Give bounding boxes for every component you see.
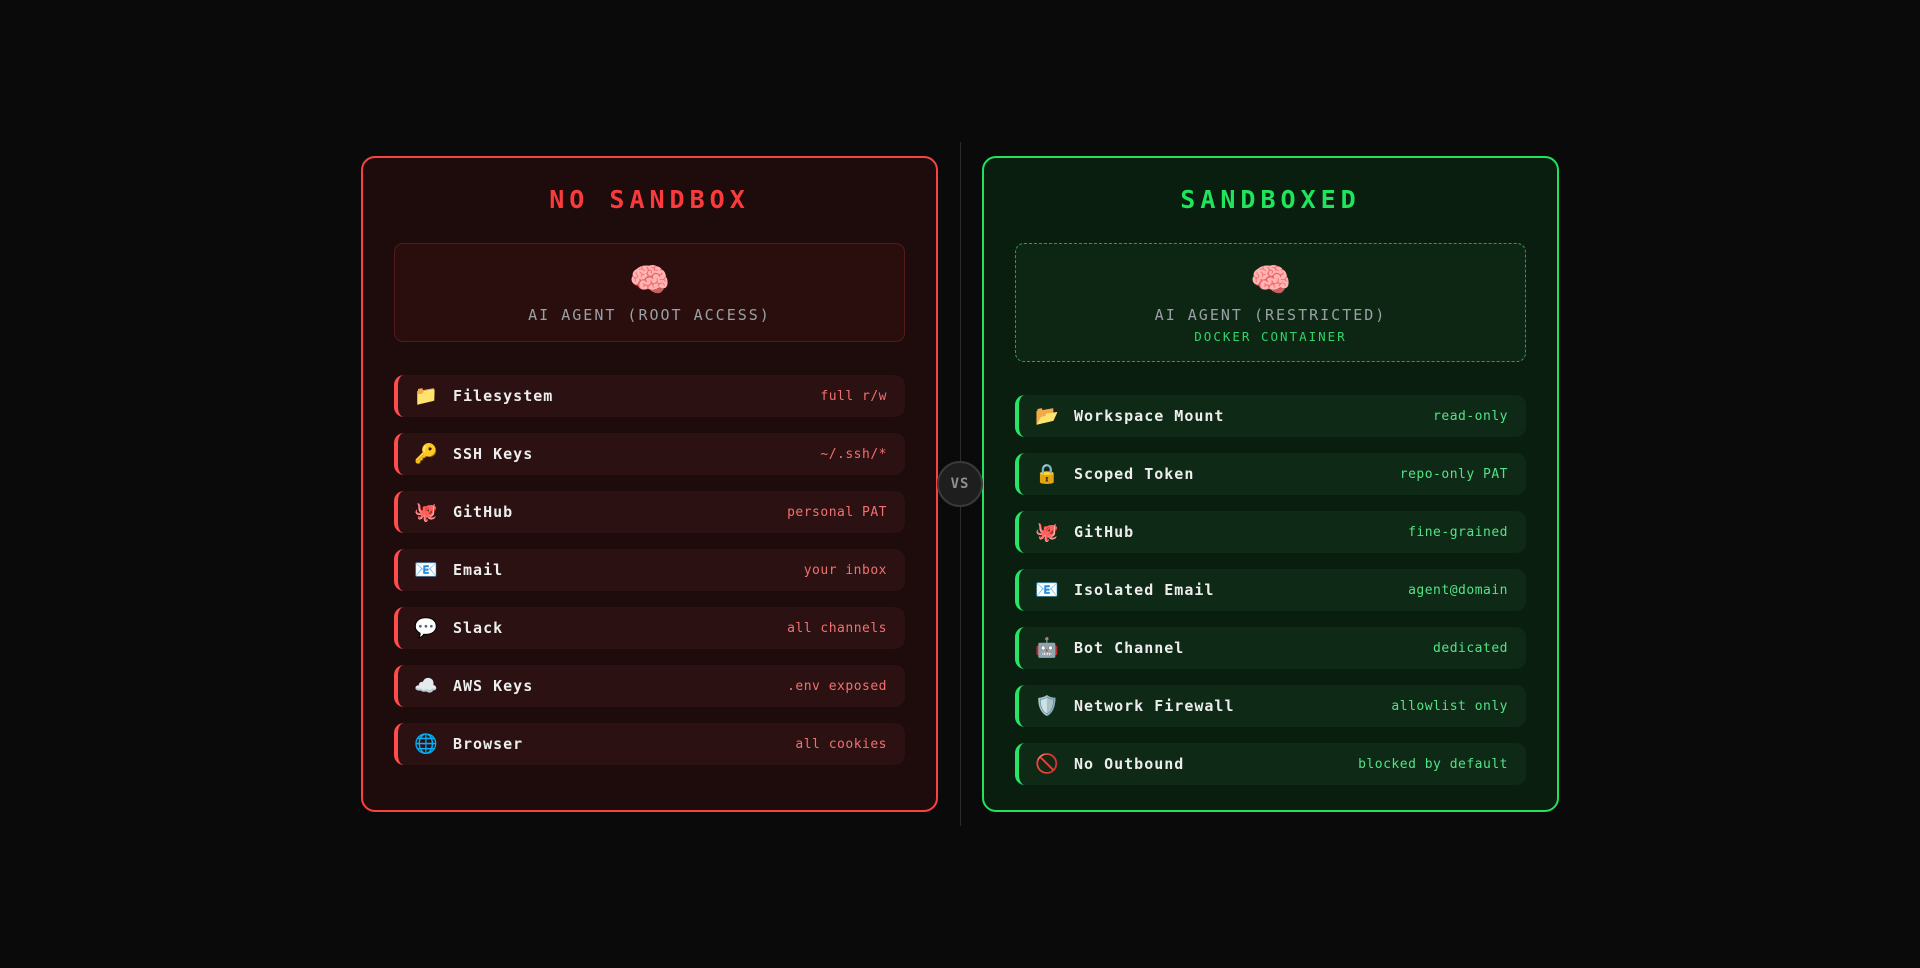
row-label: GitHub	[1074, 523, 1135, 541]
row-value: allowlist only	[1391, 698, 1508, 714]
row-label: Workspace Mount	[1074, 407, 1225, 425]
row-value: ~/.ssh/*	[820, 446, 887, 462]
cloud-icon: ☁️	[414, 674, 438, 697]
octopus-icon: 🐙	[1035, 520, 1059, 543]
row-label: Scoped Token	[1074, 465, 1195, 483]
email-icon: 📧	[1035, 578, 1059, 601]
row-value: fine-grained	[1408, 524, 1508, 540]
access-row-workspace-mount: 📂 Workspace Mount read-only	[1015, 395, 1526, 437]
access-row-browser: 🌐 Browser all cookies	[394, 723, 905, 765]
comparison-stage: NO SANDBOX 🧠 AI AGENT (ROOT ACCESS) 📁 Fi…	[361, 142, 1559, 826]
docker-container-sublabel: DOCKER CONTAINER	[1194, 329, 1347, 344]
brain-icon: 🧠	[1249, 260, 1292, 299]
row-label: Email	[453, 561, 504, 579]
row-value: dedicated	[1433, 640, 1508, 656]
row-value: all cookies	[795, 736, 887, 752]
row-label: Browser	[453, 735, 524, 753]
folder-icon: 📁	[414, 384, 438, 407]
row-label: SSH Keys	[453, 445, 534, 463]
row-value: personal PAT	[787, 504, 887, 520]
row-label: Network Firewall	[1074, 697, 1235, 715]
row-label: AWS Keys	[453, 677, 534, 695]
row-value: read-only	[1433, 408, 1508, 424]
row-label: No Outbound	[1074, 755, 1185, 773]
access-row-slack: 💬 Slack all channels	[394, 607, 905, 649]
key-icon: 🔑	[414, 442, 438, 465]
speech-balloon-icon: 💬	[414, 616, 438, 639]
access-row-isolated-email: 📧 Isolated Email agent@domain	[1015, 569, 1526, 611]
panel-sandboxed: SANDBOXED 🧠 AI AGENT (RESTRICTED) DOCKER…	[982, 156, 1559, 812]
row-label: Filesystem	[453, 387, 554, 405]
panel-title-sandboxed: SANDBOXED	[1180, 185, 1361, 214]
row-value: blocked by default	[1358, 756, 1508, 772]
row-value: agent@domain	[1408, 582, 1508, 598]
panel-no-sandbox: NO SANDBOX 🧠 AI AGENT (ROOT ACCESS) 📁 Fi…	[361, 156, 938, 812]
vs-badge: VS	[937, 461, 983, 507]
agent-card-root: 🧠 AI AGENT (ROOT ACCESS)	[394, 243, 905, 342]
prohibited-icon: 🚫	[1035, 752, 1059, 775]
access-list-sandboxed: 📂 Workspace Mount read-only 🔒 Scoped Tok…	[1015, 395, 1526, 785]
robot-icon: 🤖	[1035, 636, 1059, 659]
brain-icon: 🧠	[628, 260, 671, 299]
access-row-github: 🐙 GitHub fine-grained	[1015, 511, 1526, 553]
access-row-ssh-keys: 🔑 SSH Keys ~/.ssh/*	[394, 433, 905, 475]
row-value: full r/w	[820, 388, 887, 404]
agent-label: AI AGENT (RESTRICTED)	[1154, 306, 1387, 324]
panel-title-no-sandbox: NO SANDBOX	[549, 185, 750, 214]
access-row-bot-channel: 🤖 Bot Channel dedicated	[1015, 627, 1526, 669]
row-label: GitHub	[453, 503, 514, 521]
access-row-aws-keys: ☁️ AWS Keys .env exposed	[394, 665, 905, 707]
row-label: Isolated Email	[1074, 581, 1215, 599]
row-value: all channels	[787, 620, 887, 636]
row-value: your inbox	[803, 562, 887, 578]
globe-icon: 🌐	[414, 732, 438, 755]
row-label: Bot Channel	[1074, 639, 1185, 657]
open-folder-icon: 📂	[1035, 404, 1059, 427]
agent-card-restricted: 🧠 AI AGENT (RESTRICTED) DOCKER CONTAINER	[1015, 243, 1526, 362]
access-row-network-firewall: 🛡️ Network Firewall allowlist only	[1015, 685, 1526, 727]
lock-icon: 🔒	[1035, 462, 1059, 485]
agent-label: AI AGENT (ROOT ACCESS)	[528, 306, 771, 324]
row-value: repo-only PAT	[1399, 466, 1508, 482]
access-row-no-outbound: 🚫 No Outbound blocked by default	[1015, 743, 1526, 785]
email-icon: 📧	[414, 558, 438, 581]
shield-icon: 🛡️	[1035, 694, 1059, 717]
access-list-no-sandbox: 📁 Filesystem full r/w 🔑 SSH Keys ~/.ssh/…	[394, 375, 905, 765]
access-row-email: 📧 Email your inbox	[394, 549, 905, 591]
row-value: .env exposed	[787, 678, 887, 694]
octopus-icon: 🐙	[414, 500, 438, 523]
access-row-scoped-token: 🔒 Scoped Token repo-only PAT	[1015, 453, 1526, 495]
row-label: Slack	[453, 619, 504, 637]
access-row-filesystem: 📁 Filesystem full r/w	[394, 375, 905, 417]
access-row-github: 🐙 GitHub personal PAT	[394, 491, 905, 533]
